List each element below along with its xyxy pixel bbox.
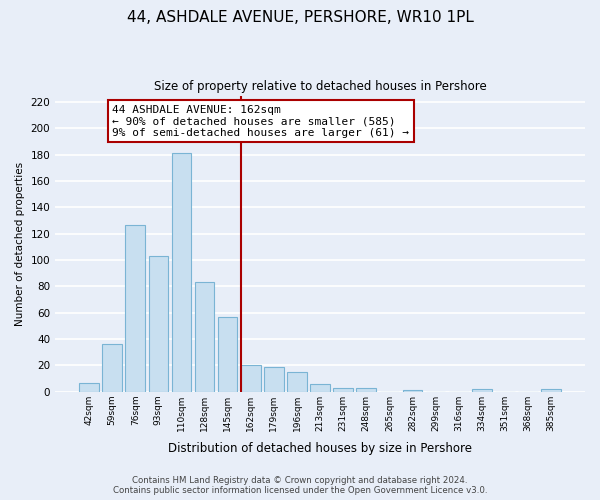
Bar bbox=[172, 154, 191, 392]
Y-axis label: Number of detached properties: Number of detached properties bbox=[15, 162, 25, 326]
Bar bbox=[79, 382, 99, 392]
Bar bbox=[241, 366, 260, 392]
Text: Contains HM Land Registry data © Crown copyright and database right 2024.
Contai: Contains HM Land Registry data © Crown c… bbox=[113, 476, 487, 495]
Bar bbox=[541, 389, 561, 392]
Bar bbox=[287, 372, 307, 392]
Bar bbox=[356, 388, 376, 392]
X-axis label: Distribution of detached houses by size in Pershore: Distribution of detached houses by size … bbox=[168, 442, 472, 455]
Bar bbox=[125, 224, 145, 392]
Text: 44 ASHDALE AVENUE: 162sqm
← 90% of detached houses are smaller (585)
9% of semi-: 44 ASHDALE AVENUE: 162sqm ← 90% of detac… bbox=[112, 105, 409, 138]
Title: Size of property relative to detached houses in Pershore: Size of property relative to detached ho… bbox=[154, 80, 487, 93]
Bar bbox=[103, 344, 122, 392]
Bar bbox=[403, 390, 422, 392]
Bar bbox=[195, 282, 214, 392]
Bar bbox=[310, 384, 330, 392]
Text: 44, ASHDALE AVENUE, PERSHORE, WR10 1PL: 44, ASHDALE AVENUE, PERSHORE, WR10 1PL bbox=[127, 10, 473, 25]
Bar bbox=[472, 389, 491, 392]
Bar bbox=[264, 366, 284, 392]
Bar bbox=[334, 388, 353, 392]
Bar bbox=[218, 316, 238, 392]
Bar bbox=[149, 256, 168, 392]
